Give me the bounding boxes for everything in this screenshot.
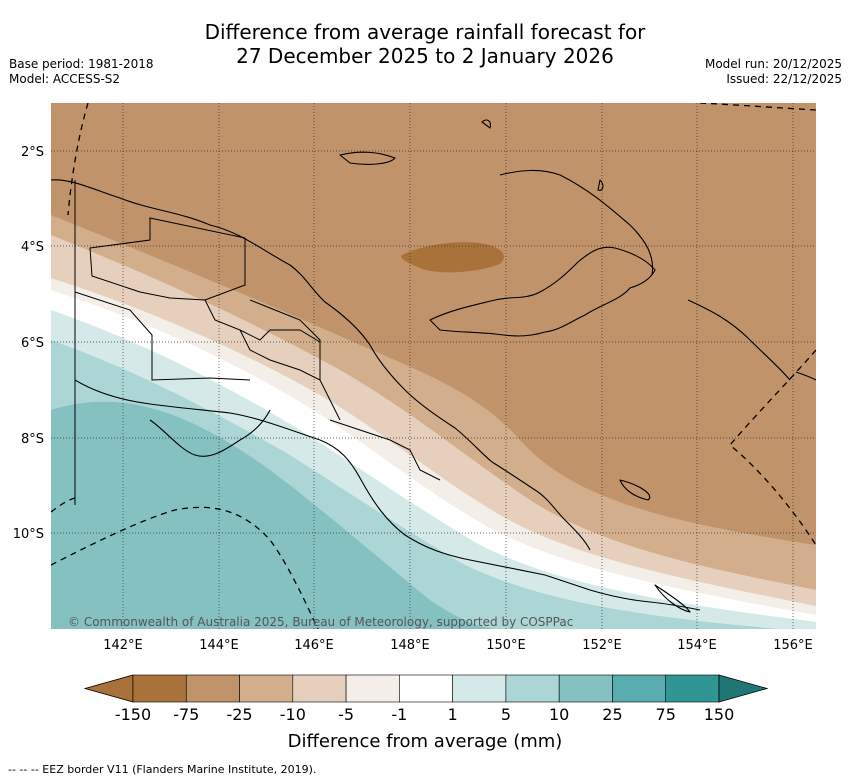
lat-label: 10°S bbox=[13, 527, 44, 542]
colorbar-segment bbox=[239, 674, 294, 703]
meta-left: Base period: 1981-2018 Model: ACCESS-S2 bbox=[9, 57, 154, 87]
lon-label: 150°E bbox=[486, 638, 526, 653]
colorbar-tick-label: 1 bbox=[448, 705, 458, 724]
lon-label: 156°E bbox=[773, 638, 813, 653]
lon-label: 154°E bbox=[677, 638, 717, 653]
islands-north bbox=[339, 119, 604, 191]
colorbar-tick-label: 75 bbox=[656, 705, 676, 724]
colorbar-segment bbox=[185, 674, 240, 703]
coastlines bbox=[51, 119, 816, 613]
new-guinea-north-coast bbox=[51, 179, 591, 551]
colorbar-tick-label: -75 bbox=[173, 705, 199, 724]
colorbar-segment bbox=[399, 674, 453, 703]
eez-legend-note: -- -- -- EEZ border V11 (Flanders Marine… bbox=[8, 763, 317, 776]
islands-southeast bbox=[619, 479, 691, 613]
colorbar-segment bbox=[452, 674, 507, 703]
colorbar-tick-label: -10 bbox=[280, 705, 306, 724]
dry-patch bbox=[400, 242, 504, 273]
eez-borders bbox=[51, 103, 816, 629]
new-ireland bbox=[687, 299, 791, 381]
longitude-labels: 142°E 144°E 146°E 148°E 150°E 152°E 154°… bbox=[103, 638, 813, 653]
lon-label: 142°E bbox=[103, 638, 143, 653]
lon-label: 146°E bbox=[294, 638, 334, 653]
colorbar-tick-label: 10 bbox=[549, 705, 569, 724]
colorbar-ticks: -150 -75 -25 -10 -5 -1 1 5 10 25 75 150 bbox=[115, 705, 734, 724]
new-guinea-south-coast bbox=[74, 379, 701, 611]
colorbar-segment bbox=[612, 674, 667, 703]
copyright-notice: © Commonwealth of Australia 2025, Bureau… bbox=[68, 615, 573, 629]
title-line-1: Difference from average rainfall forecas… bbox=[204, 20, 646, 44]
colorbar-tick-label: -150 bbox=[115, 705, 151, 724]
chart-title: Difference from average rainfall forecas… bbox=[0, 20, 850, 68]
lat-label: 2°S bbox=[21, 145, 44, 160]
latitude-labels: 2°S 4°S 6°S 8°S 10°S bbox=[13, 145, 44, 542]
colorbar-extend-high bbox=[718, 674, 769, 703]
lat-label: 4°S bbox=[21, 240, 44, 255]
lon-label: 144°E bbox=[199, 638, 239, 653]
model-run: Model run: 20/12/2025 bbox=[704, 57, 842, 71]
fly-river-coast bbox=[149, 409, 271, 457]
lon-label: 152°E bbox=[582, 638, 622, 653]
colorbar-title: Difference from average (mm) bbox=[287, 731, 563, 752]
lat-label: 8°S bbox=[21, 432, 44, 447]
new-britain bbox=[499, 169, 654, 276]
colorbar-segment bbox=[292, 674, 347, 703]
colorbar-tick-label: -5 bbox=[338, 705, 354, 724]
colorbar-tick-label: 150 bbox=[704, 705, 735, 724]
graticule bbox=[51, 103, 816, 629]
colorbar-segment bbox=[665, 674, 720, 703]
huon-peninsula bbox=[429, 246, 656, 337]
provincial-boundaries bbox=[74, 180, 441, 505]
issued-date: Issued: 22/12/2025 bbox=[726, 72, 842, 86]
map-area: © Commonwealth of Australia 2025, Bureau… bbox=[51, 103, 816, 629]
colorbar-tick-label: 25 bbox=[602, 705, 622, 724]
meta-right: Model run: 20/12/2025 Issued: 22/12/2025 bbox=[705, 57, 842, 87]
colorbar-tick-label: 5 bbox=[501, 705, 511, 724]
colorbar-extend-low bbox=[83, 674, 134, 703]
colorbar bbox=[83, 674, 769, 703]
band-wet-25 bbox=[51, 401, 500, 629]
colorbar-tick-label: -25 bbox=[226, 705, 252, 724]
colorbar-segment bbox=[345, 674, 400, 703]
colorbar-segment bbox=[505, 674, 560, 703]
lon-label: 148°E bbox=[390, 638, 430, 653]
colorbar-segment bbox=[558, 674, 613, 703]
lat-label: 6°S bbox=[21, 336, 44, 351]
colorbar-tick-label: -1 bbox=[391, 705, 407, 724]
title-line-2: 27 December 2025 to 2 January 2026 bbox=[236, 44, 614, 68]
base-period: Base period: 1981-2018 bbox=[9, 57, 154, 71]
model-name: Model: ACCESS-S2 bbox=[9, 72, 121, 86]
colorbar-segment bbox=[132, 674, 187, 703]
bougainville bbox=[795, 371, 816, 381]
